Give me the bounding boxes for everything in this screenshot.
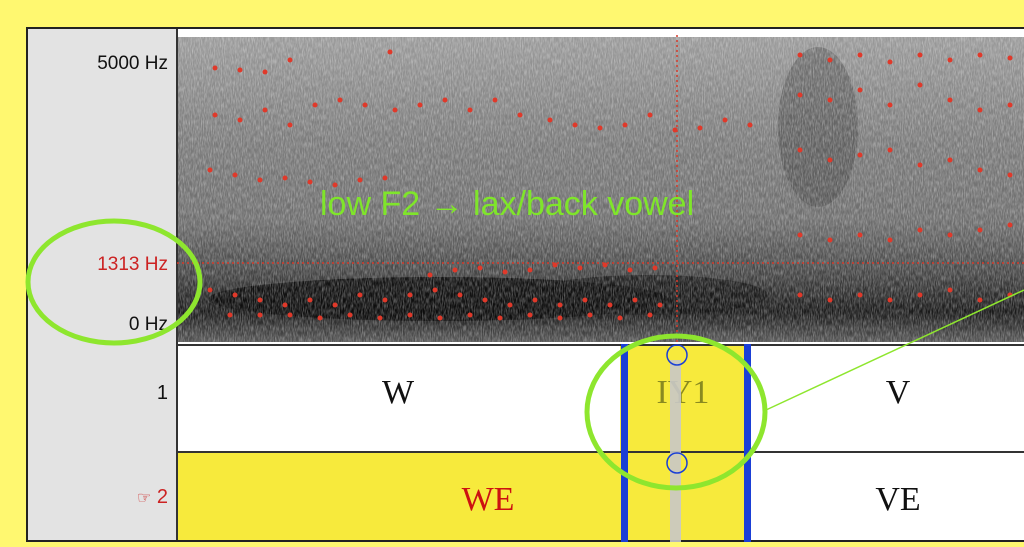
praat-editor-panel: 5000 Hz 1313 Hz 0 Hz 1 ☞ 2 bbox=[26, 27, 1024, 542]
tier2-interval-row[interactable]: WE VE bbox=[178, 451, 1024, 540]
tier1-label-iy1[interactable]: IY1 bbox=[656, 374, 710, 411]
tier1-label-w[interactable]: W bbox=[381, 374, 415, 411]
freq-top-label: 5000 Hz bbox=[97, 53, 168, 74]
cursor-freq-label: 1313 Hz bbox=[97, 254, 168, 275]
tier1-interval-row[interactable]: W IY1 V bbox=[178, 344, 1024, 451]
tier1-label-v[interactable]: V bbox=[885, 374, 911, 411]
freq-bottom-label: 0 Hz bbox=[128, 314, 168, 335]
pointing-hand-icon: ☞ bbox=[136, 490, 152, 507]
tier1-number[interactable]: 1 bbox=[156, 382, 168, 404]
tier2-label-ve[interactable]: VE bbox=[875, 481, 921, 518]
tier2-number[interactable]: ☞ 2 bbox=[137, 486, 168, 509]
tier2-label-we[interactable]: WE bbox=[461, 481, 515, 518]
annotation-text: low F2 → lax/back vowel bbox=[320, 185, 695, 223]
axis-label-column: 5000 Hz 1313 Hz 0 Hz 1 ☞ 2 bbox=[28, 29, 178, 540]
tier2-number-text: 2 bbox=[156, 486, 168, 508]
